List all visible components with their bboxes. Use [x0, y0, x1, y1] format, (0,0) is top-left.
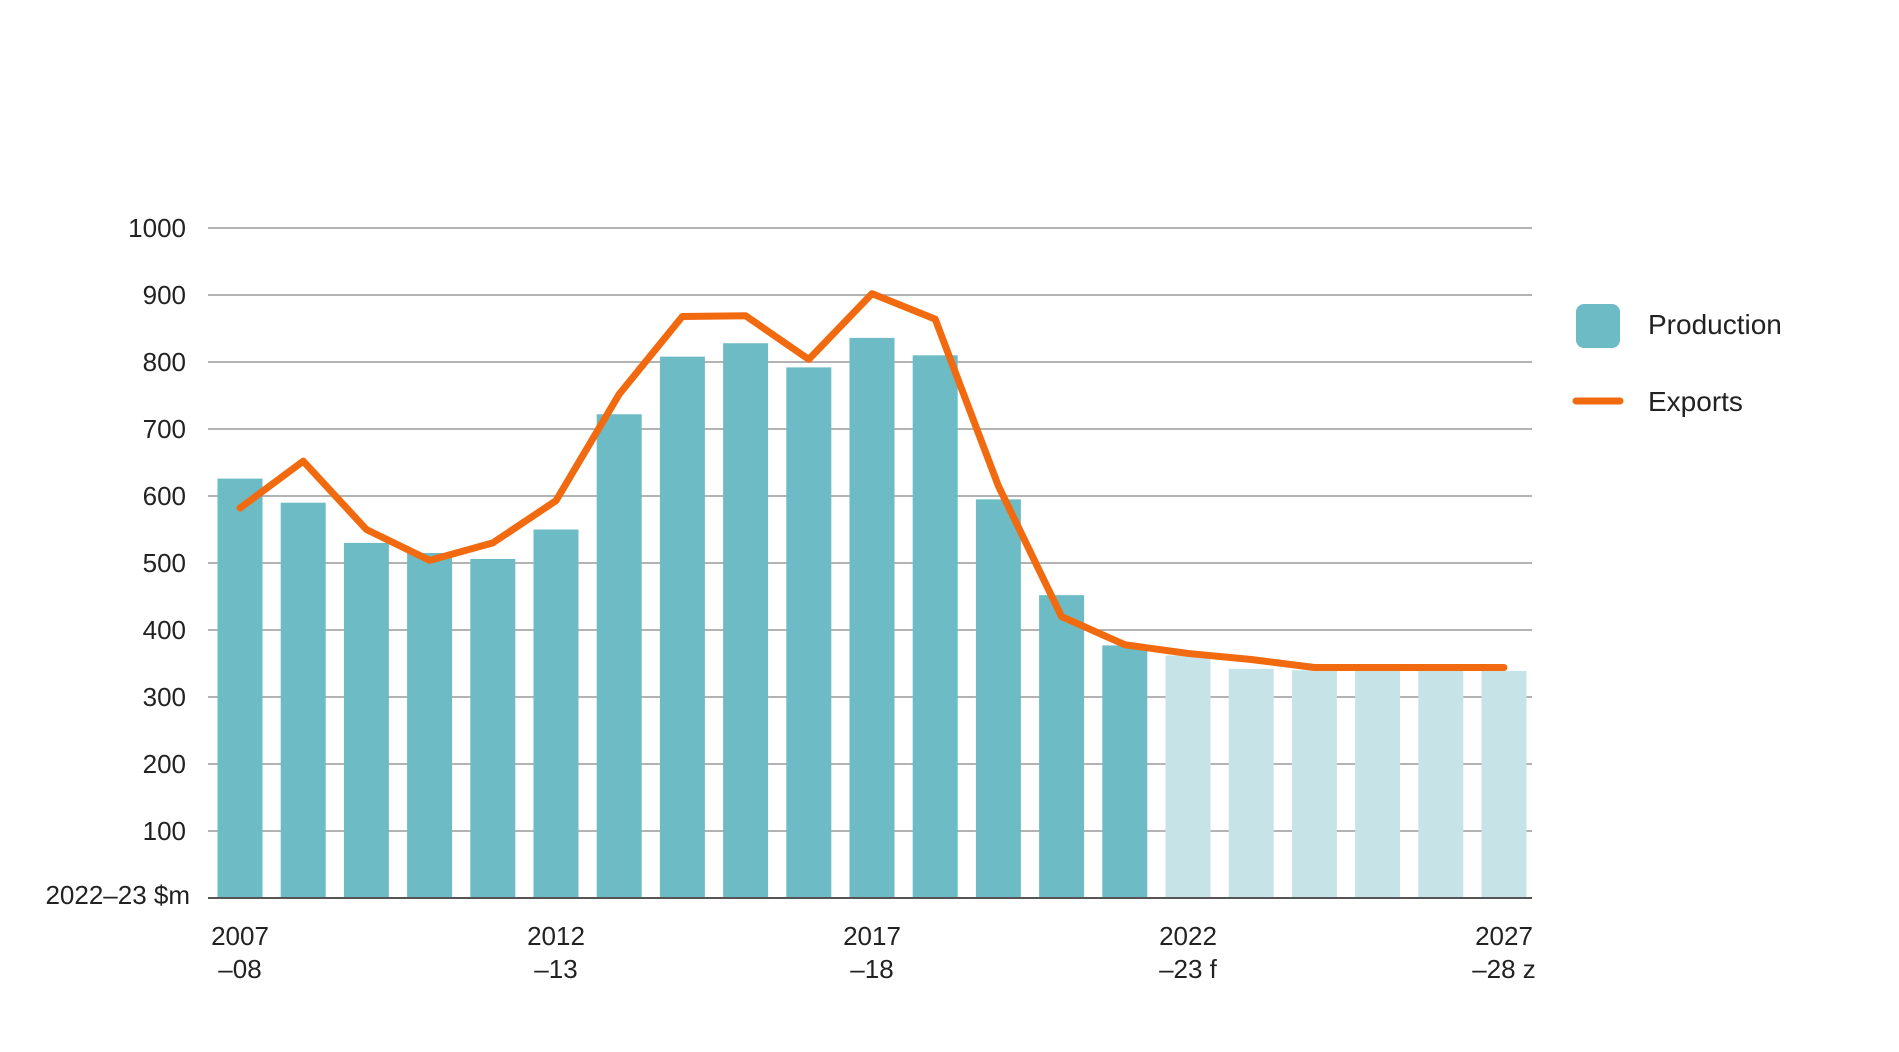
production-bar — [1165, 655, 1211, 898]
y-tick-label: 100 — [143, 816, 186, 846]
y-axis-unit-label: 2022–23 $m — [45, 880, 190, 910]
y-tick-label: 500 — [143, 548, 186, 578]
legend: Production Exports — [1572, 304, 1782, 417]
production-bar — [659, 356, 705, 898]
production-bar — [1291, 670, 1337, 898]
production-bar — [343, 542, 389, 898]
x-tick-label-suffix: –13 — [534, 954, 577, 984]
production-bar — [407, 552, 453, 898]
legend-exports-label: Exports — [1648, 386, 1743, 417]
production-bar — [1355, 670, 1401, 898]
production-bar — [1481, 670, 1527, 898]
y-tick-label: 200 — [143, 749, 186, 779]
legend-production-swatch — [1576, 304, 1620, 348]
x-tick-label-year: 2027 — [1475, 921, 1533, 951]
production-bar — [723, 343, 769, 898]
y-tick-label: 800 — [143, 347, 186, 377]
exports-line — [236, 290, 1508, 672]
x-tick-labels: 2007–08 2012–13 2017–18 2022–23 f 2027–28 z — [211, 921, 1536, 984]
y-tick-labels: 100 200 300 400 500 600 700 800 900 1000 — [128, 213, 186, 846]
y-tick-label: 300 — [143, 682, 186, 712]
production-bar — [1228, 668, 1274, 898]
y-tick-label: 900 — [143, 280, 186, 310]
x-tick-label-year: 2007 — [211, 921, 269, 951]
legend-production-label: Production — [1648, 309, 1782, 340]
production-bar — [1039, 595, 1085, 898]
x-tick-label-suffix: –18 — [850, 954, 893, 984]
production-bar — [912, 355, 958, 898]
production-bar — [786, 367, 832, 898]
y-tick-label: 600 — [143, 481, 186, 511]
production-bar — [596, 414, 642, 898]
x-tick-label-year: 2022 — [1159, 921, 1217, 951]
x-tick-label-suffix: –08 — [218, 954, 261, 984]
x-tick-label-year: 2012 — [527, 921, 585, 951]
production-bar — [217, 478, 263, 898]
production-bar — [1102, 645, 1148, 898]
y-tick-label: 400 — [143, 615, 186, 645]
production-bar — [533, 529, 579, 898]
production-bar — [1418, 670, 1464, 898]
x-tick-label-year: 2017 — [843, 921, 901, 951]
x-tick-label-suffix: –23 f — [1159, 954, 1218, 984]
production-bar — [975, 499, 1021, 898]
y-tick-label: 1000 — [128, 213, 186, 243]
y-tick-label: 700 — [143, 414, 186, 444]
production-bar — [849, 337, 895, 898]
production-bars — [217, 337, 1527, 898]
production-bar — [470, 558, 516, 898]
x-tick-label-suffix: –28 z — [1472, 954, 1536, 984]
production-bar — [280, 502, 326, 898]
